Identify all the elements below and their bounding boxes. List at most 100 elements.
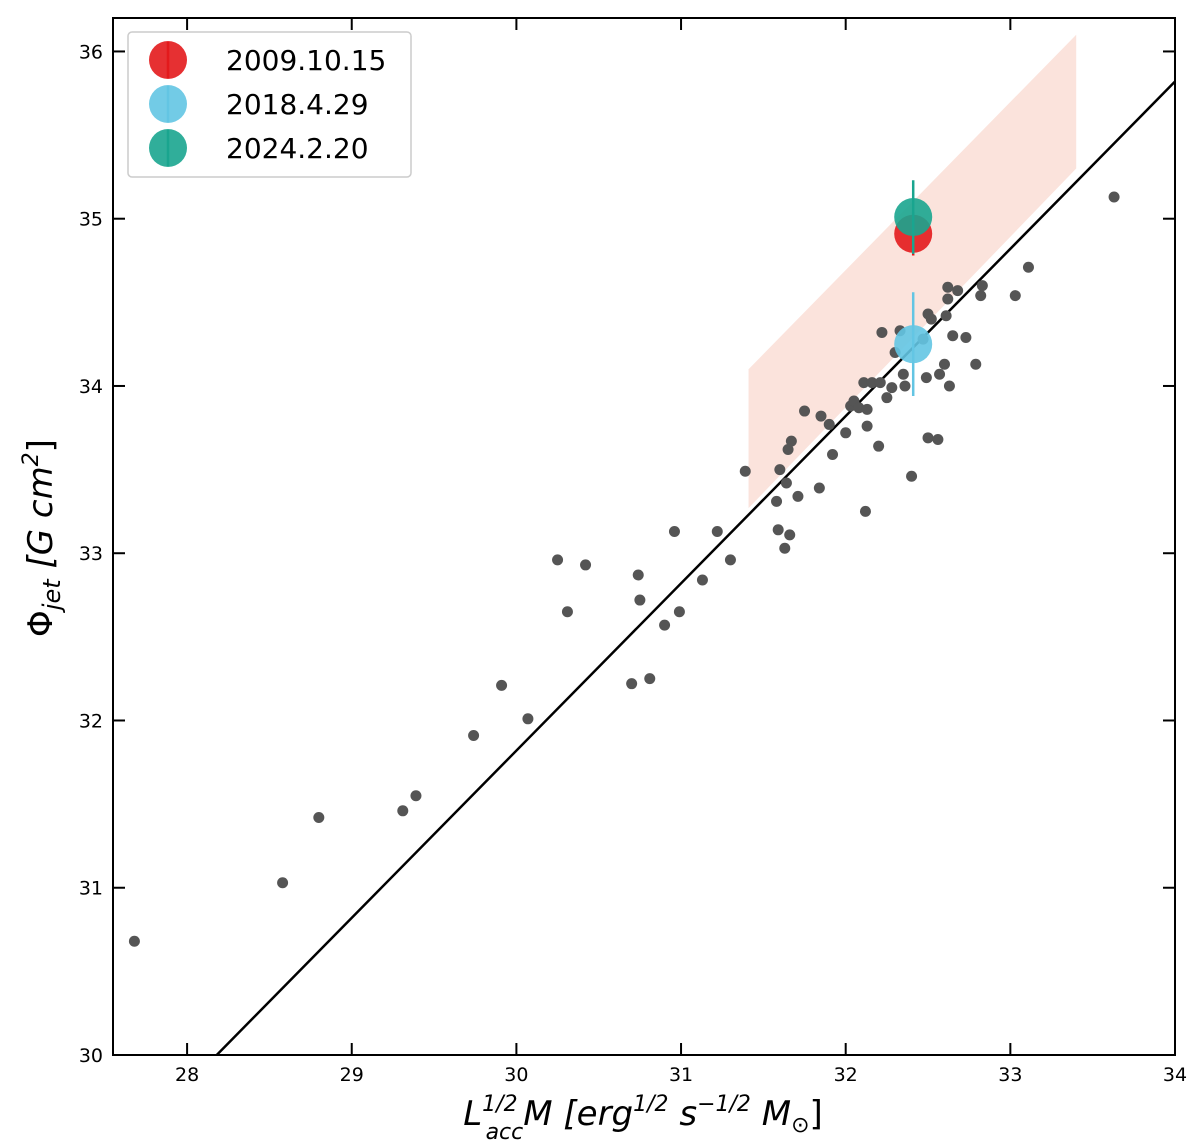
y-tick-label: 32 (79, 710, 103, 732)
data-point (840, 427, 852, 439)
legend-item: 2018.4.29 (149, 85, 369, 123)
data-point (899, 380, 911, 392)
data-point (782, 444, 794, 456)
data-point (785, 435, 797, 447)
y-tick-label: 36 (79, 41, 103, 63)
x-tick-label: 31 (669, 1064, 693, 1086)
data-point (668, 525, 680, 537)
plot-frame (112, 17, 1176, 1056)
data-point (942, 293, 954, 305)
data-point (632, 569, 644, 581)
highlight-series-layer (894, 180, 933, 397)
data-point (940, 310, 952, 322)
data-point (496, 679, 508, 691)
data-point (827, 449, 839, 461)
data-point (1009, 290, 1021, 302)
data-point (932, 433, 944, 445)
data-point (779, 542, 791, 554)
data-point (970, 358, 982, 370)
data-point (771, 495, 783, 507)
y-axis-title: Φjet [G cm2] (19, 439, 66, 637)
data-point (277, 877, 289, 889)
legend-item: 2024.2.20 (149, 129, 369, 167)
y-tick-label: 31 (79, 878, 103, 900)
x-axis-title: L1/2 accM [erg1/2 s−1/2 M⊙] (463, 1092, 823, 1141)
background-points-layer (128, 191, 1120, 947)
data-point (938, 358, 950, 370)
data-point (659, 619, 671, 631)
data-point (861, 420, 873, 432)
data-point (876, 326, 888, 338)
data-point (920, 372, 932, 384)
legend-label: 2018.4.29 (226, 88, 369, 121)
data-point (853, 402, 865, 414)
data-point (976, 280, 988, 292)
fit-line-layer (215, 80, 1176, 1056)
data-point (561, 606, 573, 618)
data-point (1108, 191, 1120, 203)
data-point (925, 313, 937, 325)
data-point (711, 525, 723, 537)
data-point (644, 673, 656, 685)
data-point (522, 713, 534, 725)
data-point (874, 377, 886, 389)
data-point (799, 405, 811, 417)
x-tick-label: 28 (175, 1064, 199, 1086)
data-point (634, 594, 646, 606)
data-point (397, 805, 409, 817)
data-point (552, 554, 564, 566)
data-point (673, 606, 685, 618)
y-tick-label: 34 (79, 376, 103, 398)
data-point (873, 440, 885, 452)
data-point (774, 464, 786, 476)
data-point (943, 380, 955, 392)
data-point (468, 730, 480, 742)
data-point (823, 418, 835, 430)
data-point (858, 377, 870, 389)
data-point (866, 377, 878, 389)
data-point (897, 368, 909, 380)
series-marker (894, 325, 933, 364)
data-point (784, 529, 796, 541)
series-point (894, 292, 933, 397)
axis-ticks-layer: 28 29 30 31 32 33 34 30 31 32 33 34 35 36 (79, 18, 1187, 1086)
confidence-band-layer (748, 34, 1077, 509)
data-point (780, 477, 792, 489)
x-tick-label: 34 (1163, 1064, 1187, 1086)
data-point (906, 470, 918, 482)
data-point (739, 465, 751, 477)
data-point (960, 331, 972, 343)
legend-label: 2024.2.20 (226, 132, 369, 165)
data-point (942, 281, 954, 293)
legend: 2009.10.15 2018.4.29 2024.2.20 (127, 31, 412, 178)
data-point (313, 811, 325, 823)
data-point (626, 678, 638, 690)
legend-box (127, 31, 412, 178)
data-point (410, 790, 422, 802)
data-point (813, 482, 825, 494)
data-point (772, 524, 784, 536)
y-tick-label: 35 (79, 209, 103, 231)
data-point (859, 505, 871, 517)
x-tick-label: 32 (834, 1064, 858, 1086)
data-point (886, 382, 898, 394)
y-tick-label: 33 (79, 543, 103, 565)
data-point (881, 392, 893, 404)
data-point (724, 554, 736, 566)
y-tick-label: 30 (79, 1045, 103, 1067)
series-marker (894, 198, 933, 237)
data-point (934, 368, 946, 380)
data-point (975, 290, 987, 302)
x-tick-label: 33 (998, 1064, 1022, 1086)
legend-item: 2009.10.15 (149, 41, 386, 79)
shaded-region (748, 34, 1077, 509)
x-tick-label: 30 (504, 1064, 528, 1086)
data-point (1022, 261, 1034, 273)
data-point (128, 935, 140, 947)
legend-label: 2009.10.15 (226, 44, 386, 77)
data-point (792, 490, 804, 502)
series-point (894, 180, 933, 254)
data-point (922, 432, 934, 444)
data-point (580, 559, 592, 571)
